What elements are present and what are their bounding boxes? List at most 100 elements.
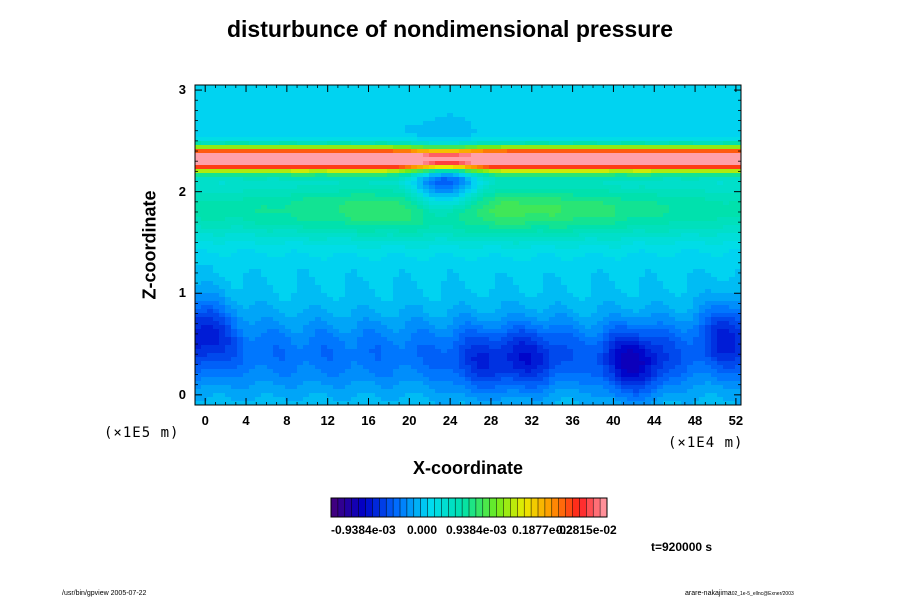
heatmap-cell bbox=[717, 129, 724, 134]
heatmap-cell bbox=[657, 129, 664, 134]
heatmap-cell bbox=[453, 293, 460, 298]
heatmap-cell bbox=[351, 237, 358, 242]
heatmap-cell bbox=[633, 297, 640, 302]
heatmap-cell bbox=[663, 137, 670, 142]
heatmap-cell bbox=[237, 225, 244, 230]
heatmap-cell bbox=[615, 189, 622, 194]
heatmap-cell bbox=[357, 93, 364, 98]
heatmap-cell bbox=[693, 181, 700, 186]
heatmap-cell bbox=[483, 137, 490, 142]
heatmap-cell bbox=[447, 177, 454, 182]
heatmap-cell bbox=[327, 153, 334, 158]
heatmap-cell bbox=[363, 93, 370, 98]
heatmap-cell bbox=[255, 297, 262, 302]
heatmap-cell bbox=[297, 185, 304, 190]
heatmap-cell bbox=[309, 209, 316, 214]
heatmap-cell bbox=[339, 277, 346, 282]
heatmap-cell bbox=[645, 281, 652, 286]
heatmap-cell bbox=[729, 201, 736, 206]
heatmap-cell bbox=[573, 93, 580, 98]
heatmap-cell bbox=[657, 165, 664, 170]
heatmap-cell bbox=[279, 121, 286, 126]
heatmap-cell bbox=[687, 149, 694, 154]
heatmap-cell bbox=[519, 281, 526, 286]
heatmap-cell bbox=[351, 269, 358, 274]
heatmap-cell bbox=[435, 233, 442, 238]
heatmap-cell bbox=[405, 157, 412, 162]
heatmap-cell bbox=[393, 225, 400, 230]
heatmap-cell bbox=[693, 145, 700, 150]
heatmap-cell bbox=[699, 105, 706, 110]
heatmap-cell bbox=[267, 245, 274, 250]
heatmap-cell bbox=[525, 165, 532, 170]
heatmap-cell bbox=[615, 149, 622, 154]
heatmap-cell bbox=[429, 165, 436, 170]
heatmap-cell bbox=[537, 137, 544, 142]
heatmap-cell bbox=[711, 173, 718, 178]
heatmap-cell bbox=[285, 293, 292, 298]
heatmap-cell bbox=[357, 173, 364, 178]
heatmap-cell bbox=[651, 221, 658, 226]
heatmap-cell bbox=[531, 221, 538, 226]
heatmap-cell bbox=[321, 133, 328, 138]
heatmap-cell bbox=[579, 89, 586, 94]
heatmap-cell bbox=[435, 249, 442, 254]
heatmap-cell bbox=[603, 169, 610, 174]
heatmap-cell bbox=[417, 301, 424, 306]
heatmap-cell bbox=[537, 141, 544, 146]
heatmap-cell bbox=[333, 101, 340, 106]
heatmap-cell bbox=[219, 209, 226, 214]
heatmap-cell bbox=[693, 233, 700, 238]
heatmap-cell bbox=[195, 181, 202, 186]
heatmap-cell bbox=[705, 153, 712, 158]
heatmap-cell bbox=[207, 289, 214, 294]
heatmap-cell bbox=[279, 233, 286, 238]
heatmap-cell bbox=[669, 101, 676, 106]
heatmap-cell bbox=[309, 273, 316, 278]
heatmap-cell bbox=[627, 153, 634, 158]
heatmap-cell bbox=[447, 237, 454, 242]
heatmap-cell bbox=[639, 169, 646, 174]
heatmap-cell bbox=[351, 197, 358, 202]
heatmap-cell bbox=[339, 197, 346, 202]
heatmap-cell bbox=[387, 213, 394, 218]
heatmap-cell bbox=[477, 225, 484, 230]
heatmap-cell bbox=[321, 169, 328, 174]
heatmap-cell bbox=[273, 293, 280, 298]
heatmap-cell bbox=[369, 177, 376, 182]
heatmap-cell bbox=[303, 169, 310, 174]
heatmap-cell bbox=[699, 157, 706, 162]
heatmap-cell bbox=[393, 289, 400, 294]
heatmap-cell bbox=[477, 189, 484, 194]
heatmap-cell bbox=[513, 277, 520, 282]
heatmap-cell bbox=[525, 149, 532, 154]
heatmap-cell bbox=[681, 257, 688, 262]
heatmap-cell bbox=[543, 249, 550, 254]
heatmap-cell bbox=[417, 157, 424, 162]
heatmap-cell bbox=[273, 173, 280, 178]
heatmap-cell bbox=[195, 125, 202, 130]
heatmap-cell bbox=[243, 197, 250, 202]
heatmap-cell bbox=[459, 301, 466, 306]
heatmap-cell bbox=[309, 133, 316, 138]
heatmap-cell bbox=[549, 277, 556, 282]
heatmap-cell bbox=[207, 101, 214, 106]
heatmap-cell bbox=[531, 269, 538, 274]
heatmap-cell bbox=[645, 117, 652, 122]
heatmap-cell bbox=[615, 85, 622, 90]
heatmap-cell bbox=[327, 201, 334, 206]
heatmap-cell bbox=[345, 221, 352, 226]
heatmap-cell bbox=[303, 93, 310, 98]
heatmap-cell bbox=[237, 289, 244, 294]
heatmap-cell bbox=[267, 233, 274, 238]
heatmap-cell bbox=[681, 193, 688, 198]
heatmap-cell bbox=[531, 285, 538, 290]
heatmap-cell bbox=[405, 145, 412, 150]
heatmap-cell bbox=[369, 205, 376, 210]
heatmap-cell bbox=[399, 121, 406, 126]
heatmap-cell bbox=[687, 281, 694, 286]
heatmap-cell bbox=[693, 85, 700, 90]
heatmap-cell bbox=[717, 109, 724, 114]
heatmap-cell bbox=[393, 233, 400, 238]
heatmap-cell bbox=[273, 121, 280, 126]
